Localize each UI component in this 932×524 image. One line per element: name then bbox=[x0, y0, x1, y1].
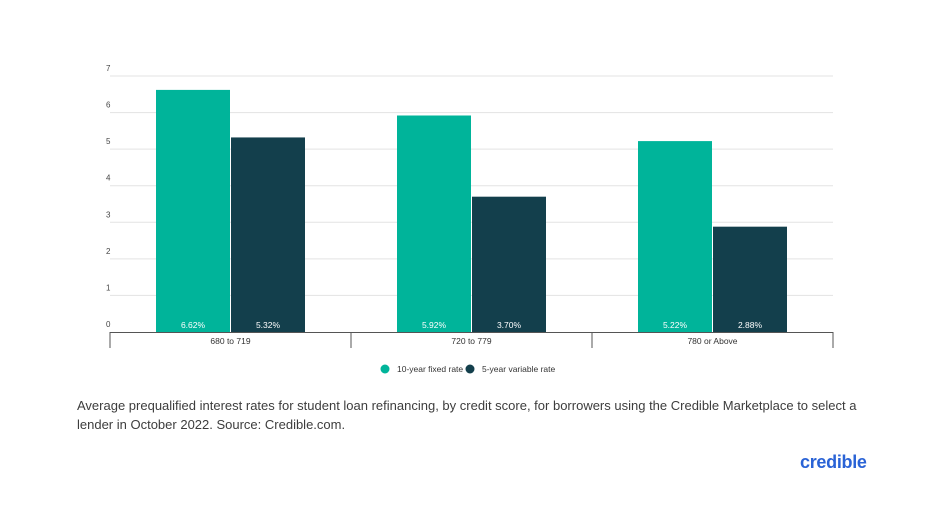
y-tick-label: 0 bbox=[106, 320, 111, 329]
y-tick-label: 3 bbox=[106, 210, 111, 219]
chart-bars: 6.62% 5.32% 5.92% 3.70% 5.22% 2.88% bbox=[156, 89, 787, 332]
chart-grid bbox=[110, 75, 833, 296]
x-category-label: 680 to 719 bbox=[210, 336, 250, 346]
y-tick-label: 4 bbox=[106, 174, 111, 183]
bar bbox=[472, 196, 546, 332]
bar bbox=[156, 89, 230, 332]
bar bbox=[231, 137, 305, 332]
y-tick-label: 1 bbox=[106, 283, 111, 292]
x-category-label: 780 or Above bbox=[687, 336, 737, 346]
chart-legend: 10-year fixed rate 5-year variable rate bbox=[380, 364, 556, 374]
bar-value-label: 5.32% bbox=[256, 320, 281, 330]
x-axis: 680 to 719 720 to 779 780 or Above bbox=[109, 332, 834, 348]
y-axis-ticks: 0 1 2 3 4 5 6 7 bbox=[106, 64, 111, 329]
legend-marker bbox=[465, 364, 475, 374]
y-tick-label: 2 bbox=[106, 247, 111, 256]
y-tick-label: 7 bbox=[106, 64, 111, 73]
y-tick-label: 5 bbox=[106, 137, 111, 146]
bar bbox=[397, 115, 471, 332]
legend-label: 10-year fixed rate bbox=[397, 364, 463, 374]
y-tick-label: 6 bbox=[106, 101, 111, 110]
bar bbox=[638, 141, 712, 332]
chart-caption: Average prequalified interest rates for … bbox=[77, 398, 857, 432]
x-category-label: 720 to 779 bbox=[451, 336, 491, 346]
bar-value-label: 3.70% bbox=[497, 320, 522, 330]
bar-value-label: 6.62% bbox=[181, 320, 206, 330]
legend-label: 5-year variable rate bbox=[482, 364, 556, 374]
bar-value-label: 5.92% bbox=[422, 320, 447, 330]
bar-value-label: 2.88% bbox=[738, 320, 763, 330]
bar-value-label: 5.22% bbox=[663, 320, 688, 330]
credible-logo: credible bbox=[800, 452, 867, 472]
bar bbox=[713, 226, 787, 332]
legend-marker bbox=[380, 364, 390, 374]
